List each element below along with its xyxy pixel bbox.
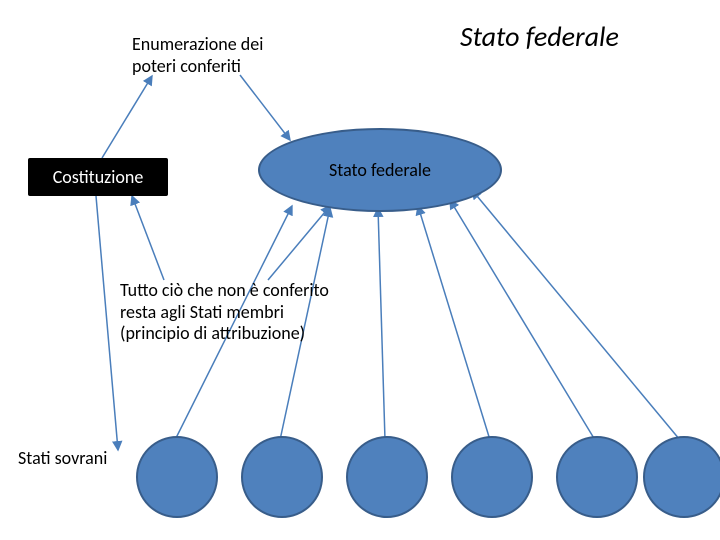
state-circle-2: [241, 436, 323, 518]
arrow-2: [102, 76, 152, 158]
state-circle-5: [556, 436, 638, 518]
label-enum: Enumerazione deipoteri conferiti: [132, 34, 263, 77]
stato-federale-ellipse: Stato federale: [258, 128, 502, 212]
arrow-10: [450, 200, 595, 440]
arrow-9: [418, 206, 490, 440]
arrow-5: [268, 206, 330, 280]
label-tutto: Tutto ciò che non è conferitoresta agli …: [120, 280, 329, 345]
arrow-1: [96, 196, 118, 450]
arrow-11: [472, 190, 680, 440]
arrow-8: [378, 208, 385, 440]
state-circle-4: [451, 436, 533, 518]
page-title: Stato federale: [460, 20, 619, 54]
state-circle-3: [346, 436, 428, 518]
arrow-4: [132, 196, 164, 280]
costituzione-box: Costituzione: [28, 158, 168, 196]
arrow-3: [240, 75, 290, 140]
label-sovr: Stati sovrani: [18, 448, 107, 470]
state-circle-1: [136, 436, 218, 518]
state-circle-6: [643, 436, 720, 518]
